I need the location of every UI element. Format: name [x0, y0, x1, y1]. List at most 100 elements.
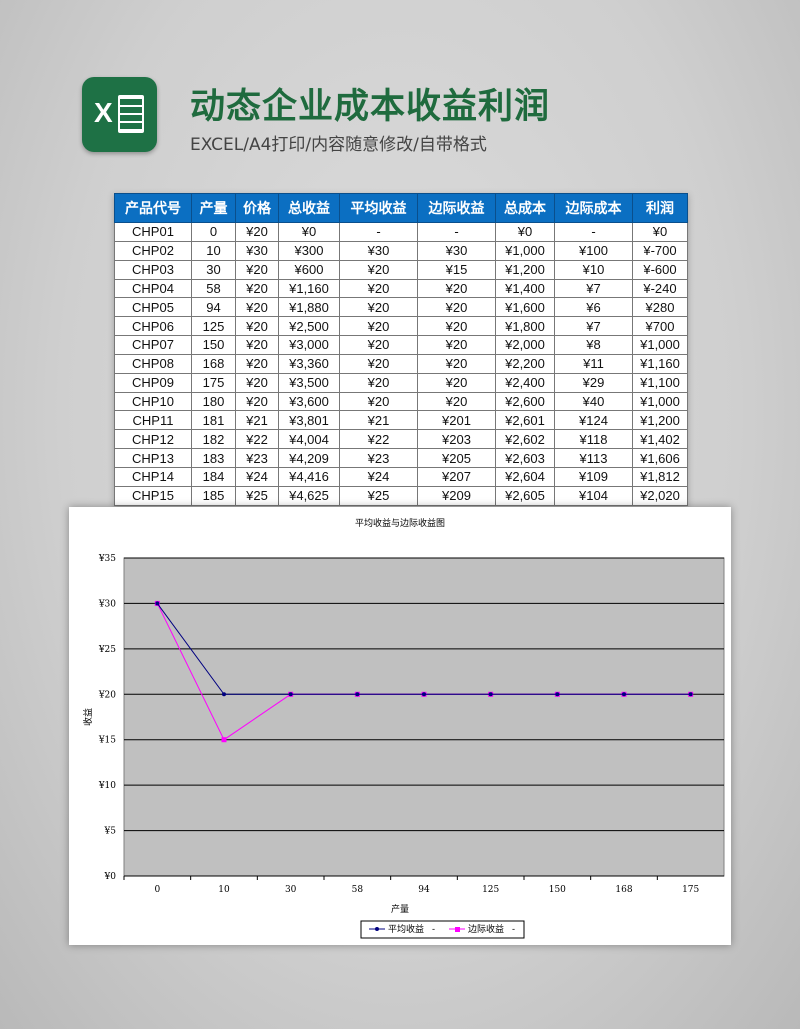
x-tick-label: 175 [682, 885, 699, 895]
table-row: CHP03 30 ¥20 ¥600 ¥20 ¥15 ¥1,200 ¥10 ¥-600 [114, 259, 688, 280]
line-chart: 平均收益与边际收益图 ¥0 ¥5 ¥10 ¥15 ¥20 ¥25 ¥30 ¥35 0 10 30 58 9… [82, 517, 725, 939]
table-cell: 185 [191, 485, 236, 506]
plot-area [123, 557, 725, 877]
table-cell: ¥22 [339, 429, 418, 450]
table-cell: ¥1,160 [632, 353, 688, 374]
table-cell: ¥20 [339, 391, 418, 412]
table-cell: ¥25 [235, 485, 279, 506]
table-cell: ¥2,604 [495, 466, 555, 487]
legend-box [360, 920, 525, 939]
table-cell: ¥201 [417, 410, 496, 431]
table-cell: ¥20 [339, 297, 418, 318]
data-point [422, 692, 426, 697]
table-cell: ¥4,416 [278, 466, 340, 487]
table-cell: 180 [191, 391, 236, 412]
table-cell: ¥1,600 [495, 297, 555, 318]
legend-marker [455, 927, 460, 932]
table-cell: ¥21 [235, 410, 279, 431]
excel-x-icon: X [94, 97, 113, 128]
table-cell: ¥20 [339, 316, 418, 337]
table-cell: 184 [191, 466, 236, 487]
table-cell: ¥23 [235, 448, 279, 468]
column-header: 产量 [191, 193, 236, 223]
table-cell: ¥2,000 [495, 335, 555, 355]
table-cell: ¥113 [554, 448, 633, 468]
table-cell: ¥6 [554, 297, 633, 318]
table-cell: CHP12 [114, 429, 192, 450]
table-cell: ¥7 [554, 278, 633, 299]
table-row: CHP15 185 ¥25 ¥4,625 ¥25 ¥209 ¥2,605 ¥104 ¥2,020 [114, 485, 688, 506]
table-cell: ¥10 [554, 259, 633, 280]
table-cell: 125 [191, 316, 236, 337]
y-tick-label: ¥30 [98, 599, 116, 609]
table-cell: ¥8 [554, 335, 633, 355]
table-cell: CHP10 [114, 391, 192, 412]
table-row: CHP02 10 ¥30 ¥300 ¥30 ¥30 ¥1,000 ¥100 ¥-700 [114, 240, 688, 261]
table-cell: ¥600 [278, 259, 340, 280]
table-cell: ¥20 [417, 335, 496, 355]
column-header: 边际收益 [417, 193, 496, 223]
table-cell: ¥20 [235, 316, 279, 337]
table-cell: ¥20 [339, 335, 418, 355]
table-row: CHP10 180 ¥20 ¥3,600 ¥20 ¥20 ¥2,600 ¥40 ¥1,000 [114, 391, 688, 412]
table-cell: ¥0 [632, 222, 688, 242]
table-cell: ¥20 [417, 391, 496, 412]
table-cell: 150 [191, 335, 236, 355]
y-tick-label: ¥10 [98, 781, 116, 791]
table-cell: ¥20 [235, 335, 279, 355]
table-cell: ¥2,400 [495, 372, 555, 393]
table-cell: ¥20 [235, 278, 279, 299]
y-tick-label: ¥0 [104, 872, 117, 882]
table-cell: - [417, 222, 496, 242]
column-header: 平均收益 [339, 193, 418, 223]
table-cell: ¥24 [339, 466, 418, 487]
data-point [488, 692, 493, 697]
table-row: CHP05 94 ¥20 ¥1,880 ¥20 ¥20 ¥1,600 ¥6 ¥280 [114, 297, 688, 318]
table-cell: 175 [191, 372, 236, 393]
table-cell: CHP04 [114, 278, 192, 299]
data-point [355, 692, 360, 697]
page-subtitle: EXCEL/A4打印/内容随意修改/自带格式 [190, 135, 487, 155]
table-cell: ¥-240 [632, 278, 688, 299]
data-table: 产品代号 产量 价格 总收益 平均收益 边际收益 总成本 边际成本 利润 CHP01 0 ¥20 ¥0… [114, 193, 688, 506]
table-cell: 181 [191, 410, 236, 431]
x-tick-label: 150 [549, 885, 566, 895]
table-cell: ¥104 [554, 485, 633, 506]
table-row: CHP13 183 ¥23 ¥4,209 ¥23 ¥205 ¥2,603 ¥113 ¥1,606 [114, 448, 688, 468]
data-point [688, 692, 693, 697]
table-cell: ¥0 [495, 222, 555, 242]
table-row: CHP04 58 ¥20 ¥1,160 ¥20 ¥20 ¥1,400 ¥7 ¥-240 [114, 278, 688, 299]
table-cell: ¥30 [235, 240, 279, 261]
table-cell: 30 [191, 259, 236, 280]
table-cell: ¥1,200 [632, 410, 688, 431]
table-cell: ¥20 [235, 353, 279, 374]
table-cell: ¥2,602 [495, 429, 555, 450]
table-cell: ¥20 [235, 391, 279, 412]
x-axis-label: 产量 [391, 903, 409, 915]
table-cell: ¥2,600 [495, 391, 555, 412]
x-tick-label: 10 [218, 885, 230, 895]
table-cell: ¥20 [235, 372, 279, 393]
table-cell: ¥1,160 [278, 278, 340, 299]
table-row: CHP09 175 ¥20 ¥3,500 ¥20 ¥20 ¥2,400 ¥29 ¥1,100 [114, 372, 688, 393]
data-point [221, 737, 227, 743]
data-point [622, 692, 626, 697]
table-row: CHP06 125 ¥20 ¥2,500 ¥20 ¥20 ¥1,800 ¥7 ¥700 [114, 316, 688, 337]
y-tick-label: ¥35 [98, 554, 116, 564]
table-cell: ¥205 [417, 448, 496, 468]
table-cell: CHP09 [114, 372, 192, 393]
table-cell: CHP07 [114, 335, 192, 355]
table-cell: ¥24 [235, 466, 279, 487]
table-cell: CHP01 [114, 222, 192, 242]
data-point [155, 601, 160, 606]
table-cell: ¥2,500 [278, 316, 340, 337]
table-row: CHP08 168 ¥20 ¥3,360 ¥20 ¥20 ¥2,200 ¥11 ¥1,160 [114, 353, 688, 374]
column-header: 边际成本 [554, 193, 633, 223]
table-row: CHP01 0 ¥20 ¥0- - ¥0- ¥0 [114, 222, 688, 242]
table-cell: ¥2,020 [632, 485, 688, 506]
table-cell: ¥20 [235, 259, 279, 280]
table-cell: ¥700 [632, 316, 688, 337]
data-point [555, 692, 560, 697]
table-cell: ¥1,000 [495, 240, 555, 261]
table-cell: 94 [191, 297, 236, 318]
